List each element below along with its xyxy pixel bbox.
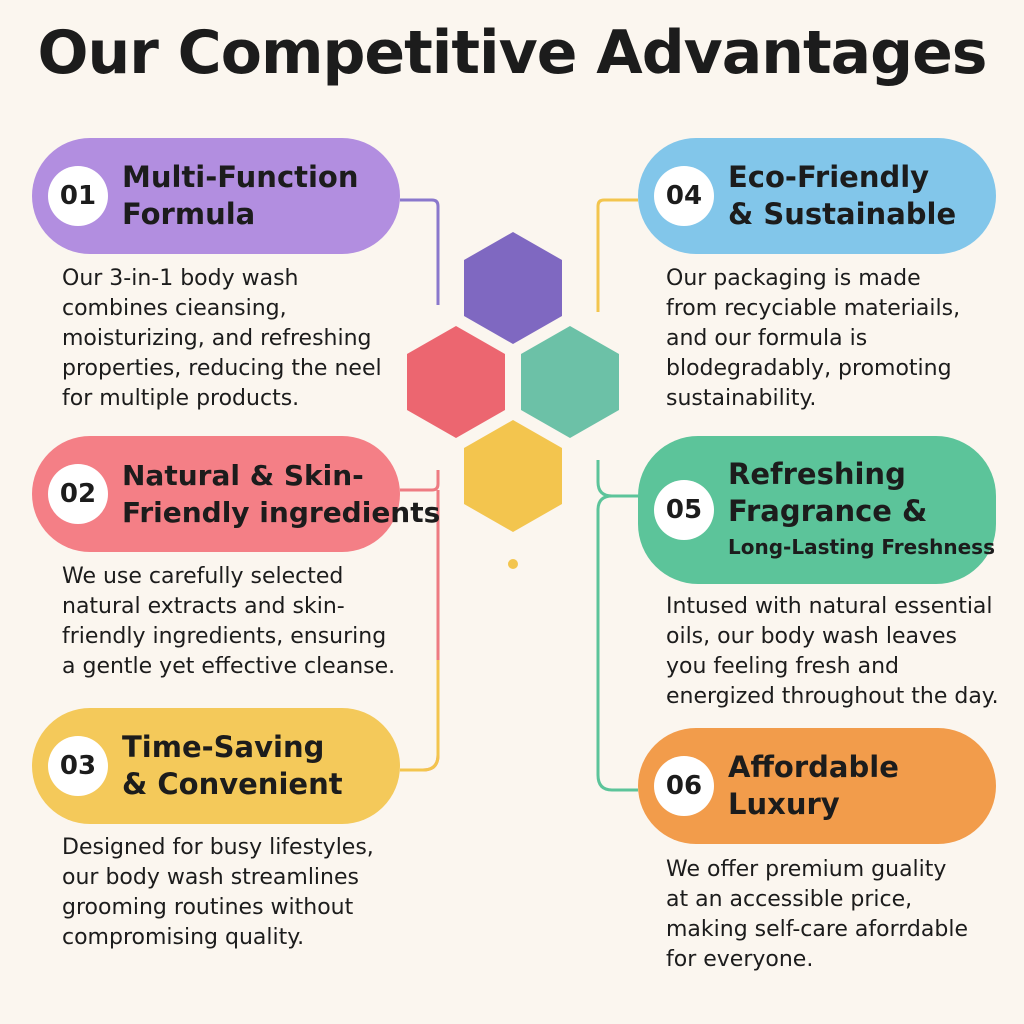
hexagon-teal — [521, 326, 619, 438]
advantage-05-title-line: Fragrance & — [728, 494, 928, 528]
advantage-01-header: 01 Multi-Function Formula — [32, 138, 400, 254]
advantage-04-title-line: Eco-Friendly — [728, 160, 930, 194]
advantage-04-title-line: & Sustainable — [728, 197, 957, 231]
advantage-06-desc-line: We offer premium guality — [666, 857, 947, 882]
advantage-04-desc-line: and our formula is — [666, 326, 868, 351]
advantage-06-number: 06 — [654, 756, 714, 816]
advantage-01-desc-line: for multiple products. — [62, 386, 300, 411]
advantage-06-description: We offer premium guality at an accessibl… — [666, 855, 968, 975]
advantage-04-header: 04 Eco-Friendly & Sustainable — [638, 138, 996, 254]
advantage-05-desc-line: you feeling fresh and — [666, 654, 899, 679]
advantage-02-desc-line: a gentle yet effective cleanse. — [62, 654, 396, 679]
advantage-03-desc-line: grooming routines without — [62, 895, 354, 920]
advantage-04-title: Eco-Friendly & Sustainable — [728, 159, 956, 233]
advantage-01-description: Our 3-in-1 body wash combines cieansing,… — [62, 264, 382, 414]
advantage-05-header: 05 Refreshing Fragrance & Long-Lasting F… — [638, 436, 996, 584]
advantage-04-desc-line: sustainability. — [666, 386, 817, 411]
connector-03 — [400, 660, 440, 772]
advantage-04-desc-line: from recyciable materiails, — [666, 296, 961, 321]
advantage-03-description: Designed for busy lifestyles, our body w… — [62, 833, 374, 953]
advantage-04-desc-line: blodegradably, promoting — [666, 356, 952, 381]
advantage-04-desc-line: Our packaging is made — [666, 266, 921, 291]
advantage-01-title-line: Formula — [122, 197, 256, 231]
advantage-02-title-line: Natural & Skin- — [122, 459, 364, 492]
advantage-05-title-line: Refreshing — [728, 457, 906, 491]
hexagon-yellow — [464, 420, 562, 532]
advantage-01-desc-line: moisturizing, and refreshing — [62, 326, 372, 351]
center-dot — [508, 559, 518, 569]
advantage-03-number: 03 — [48, 736, 108, 796]
advantage-02-header: 02 Natural & Skin- Friendly ingredients — [32, 436, 440, 552]
advantage-06-desc-line: making self-care aforrdable — [666, 917, 968, 942]
advantage-05-desc-line: oils, our body wash leaves — [666, 624, 957, 649]
advantage-06-title: Affordable Luxury — [728, 749, 899, 823]
advantage-06-desc-line: at an accessible price, — [666, 887, 913, 912]
advantage-01-desc-line: Our 3-in-1 body wash — [62, 266, 299, 291]
advantage-02-desc-line: friendly ingredients, ensuring — [62, 624, 387, 649]
advantage-06-title-line: Affordable — [728, 750, 899, 784]
advantage-04-description: Our packaging is made from recyciable ma… — [666, 264, 960, 414]
advantage-03-title: Time-Saving & Convenient — [122, 729, 343, 803]
advantage-02-description: We use carefully selected natural extrac… — [62, 562, 395, 682]
advantage-05-number: 05 — [654, 480, 714, 540]
connector-01 — [400, 198, 440, 305]
advantage-01-desc-line: combines cieansing, — [62, 296, 287, 321]
advantage-03-title-line: Time-Saving — [122, 730, 325, 764]
advantage-02-desc-line: natural extracts and skin- — [62, 594, 345, 619]
advantage-03-title-line: & Convenient — [122, 767, 343, 801]
advantage-02-number: 02 — [48, 464, 108, 524]
advantage-03-header: 03 Time-Saving & Convenient — [32, 708, 400, 824]
advantage-06-header: 06 Affordable Luxury — [638, 728, 996, 844]
advantage-01-title-line: Multi-Function — [122, 160, 359, 194]
advantage-05-desc-line: energized throughout the day. — [666, 684, 999, 709]
connector-05 — [596, 460, 638, 792]
advantage-05-title: Refreshing Fragrance & Long-Lasting Fres… — [728, 456, 995, 564]
page-title: Our Competitive Advantages — [37, 18, 987, 88]
advantage-02-title-line: Friendly ingredients — [122, 496, 441, 529]
advantage-03-desc-line: Designed for busy lifestyles, — [62, 835, 374, 860]
advantage-04-number: 04 — [654, 166, 714, 226]
advantage-03-desc-line: our body wash streamlines — [62, 865, 359, 890]
advantage-01-title: Multi-Function Formula — [122, 159, 359, 233]
hexagon-purple — [464, 232, 562, 344]
advantage-02-desc-line: We use carefully selected — [62, 564, 344, 589]
advantage-03-desc-line: compromising quality. — [62, 925, 305, 950]
advantage-05-title-line: Long-Lasting Freshness — [728, 535, 995, 559]
advantage-05-description: Intused with natural essential oils, our… — [666, 592, 999, 712]
advantage-06-desc-line: for everyone. — [666, 947, 814, 972]
advantage-05-desc-line: Intused with natural essential — [666, 594, 993, 619]
advantage-02-title: Natural & Skin- Friendly ingredients — [122, 457, 440, 531]
hexagon-red — [407, 326, 505, 438]
advantage-06-title-line: Luxury — [728, 787, 840, 821]
connector-04 — [596, 198, 638, 312]
advantage-01-desc-line: properties, reducing the neel — [62, 356, 382, 381]
advantage-01-number: 01 — [48, 166, 108, 226]
